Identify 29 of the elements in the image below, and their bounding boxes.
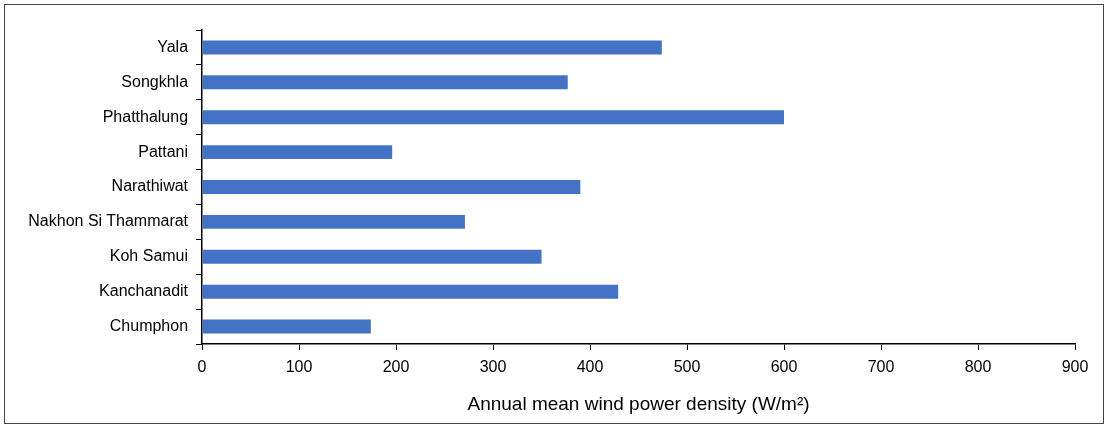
bar — [202, 180, 581, 194]
x-tick-label: 200 — [382, 358, 410, 376]
x-axis-title: Annual mean wind power density (W/m²) — [467, 392, 810, 414]
y-tick-label: Pattani — [138, 142, 189, 160]
y-tick-label: Koh Samui — [109, 247, 189, 265]
y-tick-label: Chumphon — [109, 316, 189, 334]
x-tick-label: 700 — [867, 358, 895, 376]
bar — [202, 40, 662, 55]
x-tick-label: 100 — [285, 358, 313, 376]
bar — [202, 145, 393, 160]
bar — [202, 75, 568, 90]
x-tick-label: 800 — [964, 358, 992, 376]
x-tick-label: 900 — [1061, 358, 1089, 376]
y-tick-label: Nakhon Si Thammarat — [28, 212, 189, 230]
bar — [202, 110, 785, 125]
x-tick-label: 600 — [770, 358, 798, 376]
bar — [202, 249, 542, 264]
y-tick-label: Phatthalung — [102, 107, 189, 125]
y-tick-label: Songkhla — [121, 72, 189, 90]
y-tick-label: Yala — [157, 37, 189, 55]
bar — [202, 214, 465, 229]
x-tick-label: 400 — [576, 358, 604, 376]
x-tick-label: 0 — [197, 358, 207, 376]
bar — [202, 319, 371, 334]
y-tick-label: Kanchanadit — [99, 282, 189, 300]
x-tick-label: 300 — [479, 358, 507, 376]
y-tick-label: Narathiwat — [111, 177, 189, 195]
x-tick-label: 500 — [673, 358, 701, 376]
bar — [202, 284, 619, 299]
